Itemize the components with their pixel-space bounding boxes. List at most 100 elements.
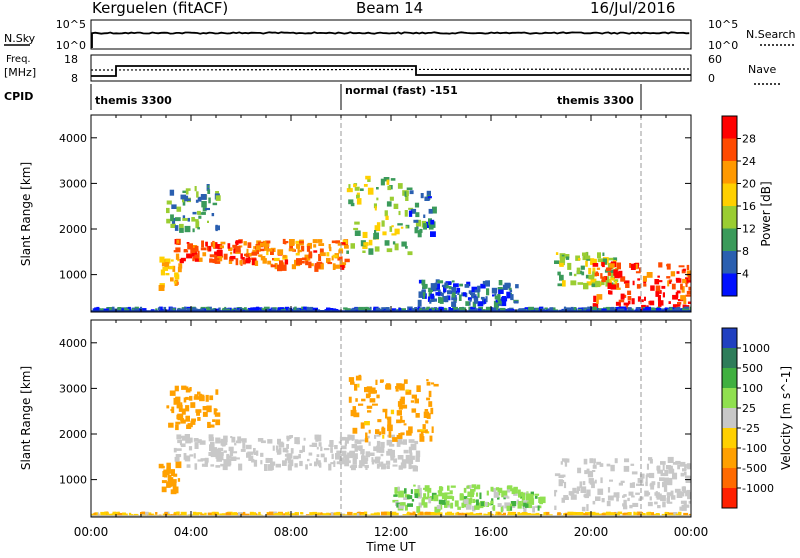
- heatmap-cell: [270, 264, 276, 268]
- heatmap-cell: [137, 517, 142, 522]
- heatmap-cell: [326, 257, 331, 263]
- y-tick-label: 1000: [59, 269, 87, 282]
- heatmap-cell: [259, 311, 265, 312]
- heatmap-cell: [678, 511, 682, 515]
- heatmap-cell: [629, 263, 632, 268]
- heatmap-cell: [405, 389, 410, 392]
- heatmap-cell: [408, 210, 413, 217]
- heatmap-cell: [356, 198, 362, 205]
- heatmap-cell: [414, 493, 419, 498]
- heatmap-cell: [354, 230, 361, 236]
- heatmap-cell: [436, 283, 440, 290]
- heatmap-cell: [424, 196, 430, 201]
- heatmap-cell: [412, 511, 416, 517]
- heatmap-cell: [211, 213, 215, 217]
- heatmap-cell: [407, 503, 413, 507]
- heatmap-cell: [655, 307, 662, 312]
- heatmap-cell: [356, 513, 360, 517]
- heatmap-cell: [570, 306, 574, 311]
- heatmap-cell: [250, 512, 256, 517]
- heatmap-cell: [689, 306, 691, 311]
- heatmap-cell: [373, 203, 377, 209]
- heatmap-cell: [208, 197, 211, 204]
- heatmap-cell: [472, 301, 477, 308]
- heatmap-cell: [577, 311, 581, 312]
- heatmap-cell: [251, 251, 258, 256]
- heatmap-cell: [364, 307, 371, 312]
- heatmap-cell: [609, 263, 615, 268]
- heatmap-cell: [215, 389, 219, 395]
- heatmap-cell: [170, 223, 176, 228]
- heatmap-cell: [391, 225, 394, 228]
- heatmap-cell: [174, 225, 179, 231]
- heatmap-cell: [538, 497, 542, 503]
- heatmap-cell: [501, 516, 507, 517]
- heatmap-cell: [208, 437, 214, 442]
- cpid-label: CPID: [4, 90, 33, 103]
- heatmap-cell: [349, 465, 354, 469]
- heatmap-cell: [678, 265, 685, 268]
- heatmap-cell: [532, 506, 535, 513]
- heatmap-cell: [268, 511, 274, 517]
- colorbar-tick-label: 1000: [742, 342, 770, 355]
- heatmap-cell: [418, 291, 423, 298]
- heatmap-cell: [382, 231, 387, 236]
- heatmap-cell: [409, 512, 413, 517]
- heatmap-cell: [559, 260, 564, 267]
- heatmap-cell: [426, 381, 431, 386]
- heatmap-cell: [214, 259, 221, 264]
- heatmap-cell: [422, 429, 428, 433]
- heatmap-cell: [183, 250, 189, 253]
- heatmap-cell: [414, 440, 419, 445]
- heatmap-cell: [117, 307, 122, 312]
- heatmap-cell: [597, 258, 603, 263]
- heatmap-cell: [413, 219, 419, 223]
- heatmap-cell: [351, 444, 357, 449]
- heatmap-cell: [409, 311, 415, 312]
- x-tick-label: 00:00: [74, 525, 109, 539]
- heatmap-cell: [197, 250, 200, 258]
- heatmap-cell: [622, 513, 626, 517]
- x-tick-label: 04:00: [174, 525, 209, 539]
- heatmap-cell: [410, 443, 417, 451]
- heatmap-cell: [285, 513, 289, 517]
- heatmap-cell: [223, 450, 227, 453]
- heatmap-cell: [625, 283, 630, 288]
- heatmap-cell: [451, 291, 456, 298]
- heatmap-cell: [202, 406, 207, 411]
- heatmap-cell: [428, 401, 433, 407]
- heatmap-cell: [624, 458, 630, 463]
- heatmap-cell: [370, 513, 375, 517]
- heatmap-cell: [554, 490, 557, 497]
- heatmap-cell: [638, 498, 642, 501]
- heatmap-cell: [415, 450, 421, 458]
- freq-panel: Freq. [MHz] 18 8 60 0 Nave: [4, 53, 780, 85]
- heatmap-cell: [616, 283, 620, 289]
- heatmap-cell: [207, 220, 209, 223]
- heatmap-cell: [401, 459, 407, 463]
- heatmap-cell: [493, 492, 499, 498]
- heatmap-cell: [177, 478, 181, 482]
- heatmap-cell: [398, 210, 401, 216]
- heatmap-cell: [421, 499, 425, 506]
- heatmap-cell: [654, 279, 660, 285]
- heatmap-cell: [616, 287, 621, 290]
- heatmap-cell: [397, 441, 404, 445]
- heatmap-cell: [323, 448, 330, 451]
- heatmap-cell: [163, 306, 167, 312]
- heatmap-cell: [601, 276, 606, 283]
- heatmap-cell: [593, 459, 596, 465]
- heatmap-cell: [336, 511, 341, 517]
- heatmap-cell: [387, 424, 393, 432]
- heatmap-cell: [197, 391, 201, 395]
- heatmap-cell: [252, 249, 257, 253]
- heatmap-cell: [614, 281, 617, 287]
- heatmap-cell: [170, 308, 176, 311]
- heatmap-cell: [362, 231, 368, 238]
- heatmap-cell: [396, 383, 402, 388]
- heatmap-cell: [493, 300, 500, 308]
- heatmap-cell: [592, 306, 598, 311]
- heatmap-cell: [417, 231, 422, 238]
- heatmap-cell: [167, 475, 172, 482]
